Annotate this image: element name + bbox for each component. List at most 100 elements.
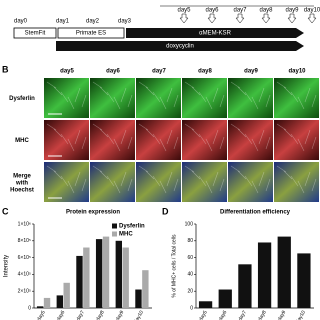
fiber [219, 136, 225, 150]
x-tick-label: day8 [257, 309, 268, 320]
y-axis-label: % of MHC+ cells / Total cells [171, 234, 177, 298]
micrograph [182, 120, 227, 160]
micrograph [44, 78, 89, 118]
fiber [67, 138, 75, 152]
fiber [244, 133, 253, 145]
fiber [152, 175, 161, 187]
treatment-arrow [56, 41, 304, 51]
fiber [60, 133, 69, 145]
y-tick-label: 6×10⁵ [18, 255, 31, 261]
y-tick-label: 40 [187, 272, 193, 278]
fiber [219, 94, 225, 108]
fiber [191, 170, 201, 180]
fiber [173, 136, 179, 150]
bar [218, 289, 232, 308]
bar [297, 253, 311, 308]
fiber [184, 123, 195, 131]
fiber [99, 86, 109, 96]
fiber [276, 123, 287, 131]
x-tick-label: day9 [277, 309, 288, 320]
fiber [127, 136, 133, 150]
bar [83, 247, 90, 308]
fiber [92, 123, 103, 131]
fiber [198, 91, 207, 103]
fiber [46, 123, 57, 131]
fiber [304, 87, 311, 103]
fiber [46, 165, 57, 173]
fiber [258, 129, 265, 145]
chart-title: Protein expression [66, 210, 120, 216]
x-tick-label: day10 [133, 309, 145, 320]
fiber [120, 171, 127, 187]
fiber [283, 170, 293, 180]
fiber [258, 171, 265, 187]
fiber [265, 94, 271, 108]
legend-swatch [112, 223, 117, 229]
fiber [205, 180, 213, 194]
bar [257, 242, 272, 308]
x-tick-label: day9 [115, 309, 126, 320]
micrograph [136, 120, 181, 160]
legend-swatch [112, 231, 117, 237]
bar [238, 264, 252, 308]
day-label: day7 [233, 8, 247, 14]
fiber [99, 128, 109, 138]
micrograph [228, 162, 273, 202]
fiber [311, 178, 317, 192]
fiber [212, 87, 219, 103]
micrograph [90, 162, 135, 202]
fiber [113, 180, 121, 194]
stage-label: StemFit [25, 31, 46, 37]
fiber [237, 128, 247, 138]
bar [56, 295, 63, 308]
fiber [265, 136, 271, 150]
y-tick-label: 60 [187, 255, 193, 261]
panel-a: StemFit Primate ES αMEM-KSR doxycyclin d… [13, 5, 314, 51]
fiber [258, 87, 265, 103]
stage-label: αMEM-KSR [199, 31, 231, 37]
fiber [237, 86, 247, 96]
fiber [304, 171, 311, 187]
fiber [67, 96, 75, 110]
fiber [290, 133, 299, 145]
micrograph [44, 120, 89, 160]
stage-arrow [126, 28, 304, 38]
y-tick-label: 4×10⁵ [18, 272, 31, 278]
fiber [212, 129, 219, 145]
fiber [145, 128, 155, 138]
fiber [138, 123, 149, 131]
fiber [230, 123, 241, 131]
x-tick-label: day10 [295, 309, 307, 320]
fiber [237, 170, 247, 180]
fiber [191, 128, 201, 138]
fiber [184, 165, 195, 173]
fiber [81, 136, 87, 150]
fiber [166, 129, 173, 145]
y-tick-label: 2×10⁵ [18, 289, 31, 295]
fiber [184, 81, 195, 89]
fiber [265, 178, 271, 192]
bar [198, 301, 213, 308]
micrograph [136, 78, 181, 118]
bar [135, 289, 142, 308]
fiber [60, 175, 69, 187]
day-label: day6 [205, 8, 219, 14]
fiber [230, 81, 241, 89]
x-tick-label: day8 [95, 309, 106, 320]
fiber [283, 128, 293, 138]
stage-box [13, 27, 57, 39]
bar [277, 236, 291, 308]
micrograph [274, 78, 319, 118]
fiber [297, 138, 305, 152]
stage-label: Primate ES [76, 31, 106, 37]
bar [63, 282, 70, 308]
column-label: day7 [152, 69, 166, 75]
bar [102, 236, 110, 308]
fiber [81, 178, 87, 192]
y-tick-label: 8×10⁵ [18, 238, 31, 244]
fiber [106, 91, 115, 103]
bar [115, 240, 122, 308]
fiber [276, 81, 287, 89]
fiber [159, 138, 167, 152]
